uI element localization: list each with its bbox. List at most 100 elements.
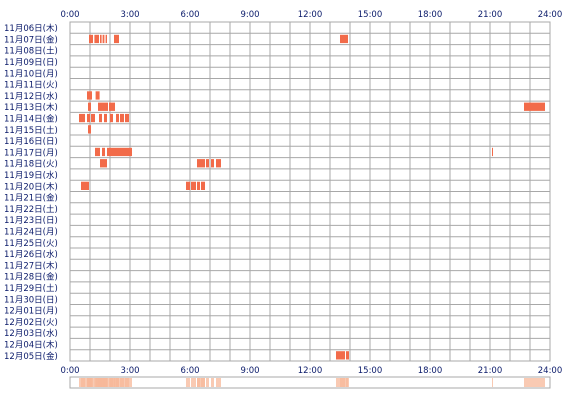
row-labels: 11月06日(木)11月07日(金)11月08日(土)11月09日(日)11月1… [4, 23, 58, 362]
summary-mark [100, 378, 107, 387]
row-label: 11月13日(木) [4, 102, 58, 113]
summary-mark [216, 378, 221, 387]
summary-mark [107, 378, 132, 387]
row-label: 11月25日(火) [4, 239, 58, 249]
row-label: 11月26日(水) [4, 249, 58, 260]
row-label: 11月14日(金) [4, 114, 58, 125]
activity-bar [216, 159, 221, 168]
row-label: 11月30日(日) [4, 295, 58, 305]
activity-bar [105, 34, 107, 44]
activity-bar [524, 102, 545, 111]
summary-mark [197, 378, 200, 387]
row-label: 11月10日(月) [4, 69, 58, 79]
summary-strip [69, 376, 551, 389]
activity-bar [211, 159, 214, 168]
row-label: 12月04日(木) [4, 340, 58, 351]
activity-bar [95, 91, 100, 100]
activity-bar [340, 34, 348, 44]
activity-bar [98, 102, 108, 111]
top-tick-label: 3:00 [120, 10, 139, 20]
row-label: 11月18日(火) [4, 160, 58, 170]
summary-mark [186, 378, 190, 387]
activity-bar [197, 181, 200, 190]
plot-grid [69, 21, 551, 362]
summary-mark [95, 378, 100, 387]
summary-mark [336, 378, 345, 387]
activity-bar [91, 113, 95, 123]
activity-bar [81, 181, 89, 190]
summary-frame [69, 376, 551, 389]
row-label: 11月08日(土) [4, 46, 58, 57]
summary-mark [88, 378, 91, 387]
bottom-tick-label: 9:00 [240, 366, 259, 376]
activity-bar [88, 102, 91, 111]
top-axis-ticks: 0:00 3:00 6:00 9:00 12:00 15:00 18:00 21:00 24:0… [60, 10, 562, 20]
row-label: 11月27日(木) [4, 260, 58, 271]
row-label: 12月02日(火) [4, 318, 58, 328]
summary-mark [211, 378, 214, 387]
row-label: 12月03日(水) [4, 328, 58, 339]
row-label: 11月09日(日) [4, 58, 58, 68]
row-label: 11月23日(日) [4, 216, 58, 226]
summary-mark [201, 378, 205, 387]
row-label: 11月16日(日) [4, 137, 58, 147]
activity-bars [79, 34, 545, 360]
activity-bar [110, 113, 113, 123]
bottom-tick-label: 6:00 [180, 366, 199, 376]
top-tick-label: 21:00 [478, 10, 503, 20]
activity-bar [88, 125, 91, 134]
bottom-tick-label: 3:00 [120, 366, 139, 376]
activity-bar [100, 34, 102, 44]
activity-bar [87, 113, 90, 123]
bottom-tick-label: 21:00 [478, 366, 503, 376]
activity-bar [201, 181, 205, 190]
activity-bar [114, 34, 119, 44]
top-tick-label: 9:00 [240, 10, 259, 20]
row-label: 11月29日(土) [4, 283, 58, 294]
row-label: 11月11日(火) [4, 81, 58, 91]
activity-bar [102, 147, 105, 157]
row-label: 12月01日(月) [4, 307, 58, 317]
row-label: 11月06日(木) [4, 23, 58, 34]
row-label: 11月24日(月) [4, 228, 58, 238]
activity-bar [100, 159, 107, 168]
activity-bar [109, 102, 115, 111]
activity-bar [206, 159, 209, 168]
row-label: 11月15日(土) [4, 125, 58, 136]
activity-bar [99, 113, 102, 123]
summary-mark [81, 378, 89, 387]
row-label: 11月22日(土) [4, 204, 58, 215]
bottom-tick-label: 0:00 [60, 366, 79, 376]
bottom-tick-label: 15:00 [358, 366, 383, 376]
activity-bar [95, 147, 100, 157]
activity-bar [89, 34, 93, 44]
activity-bar [104, 113, 107, 123]
bottom-axis-ticks: 0:00 3:00 6:00 9:00 12:00 15:00 18:00 21:00 24:0… [60, 366, 562, 376]
activity-bar [186, 181, 190, 190]
top-tick-label: 6:00 [180, 10, 199, 20]
row-label: 11月07日(金) [4, 34, 58, 45]
activity-bar [336, 351, 345, 360]
row-label: 11月17日(月) [4, 148, 58, 158]
activity-bar [346, 351, 349, 360]
activity-bar [79, 113, 85, 123]
top-tick-label: 18:00 [418, 10, 443, 20]
summary-mark [91, 378, 95, 387]
row-label: 11月12日(水) [4, 91, 58, 102]
bottom-tick-label: 12:00 [298, 366, 323, 376]
summary-mark [191, 378, 196, 387]
activity-bar [120, 113, 124, 123]
top-tick-label: 24:00 [538, 10, 563, 20]
activity-bar [107, 147, 132, 157]
summary-mark [206, 378, 209, 387]
top-tick-label: 0:00 [60, 10, 79, 20]
activity-bar [492, 147, 493, 157]
row-label: 11月21日(金) [4, 193, 58, 204]
summary-mark [346, 378, 349, 387]
top-tick-label: 12:00 [298, 10, 323, 20]
row-label: 11月19日(水) [4, 170, 58, 181]
activity-bar [191, 181, 196, 190]
row-label: 11月20日(木) [4, 181, 58, 192]
bottom-tick-label: 18:00 [418, 366, 443, 376]
